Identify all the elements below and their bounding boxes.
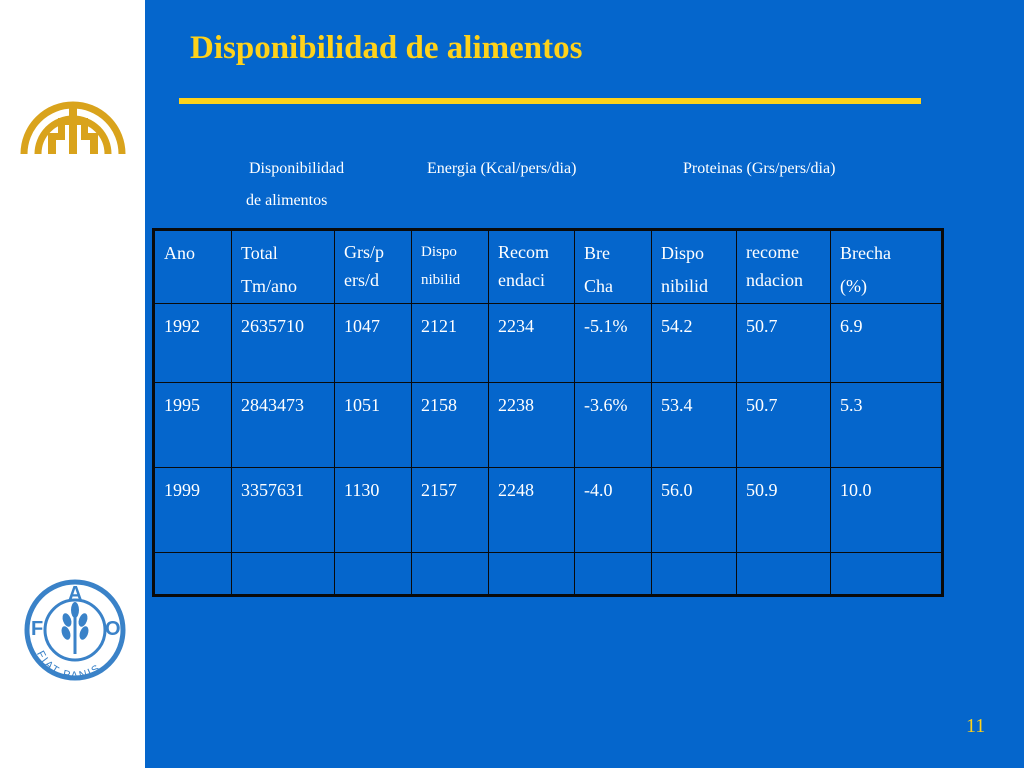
group-header-disponibilidad: Disponibilidad xyxy=(249,160,345,177)
table-cell: 5.3 xyxy=(830,382,943,468)
sidebar: F A O FIAT PANIS xyxy=(0,0,145,768)
page-number: 11 xyxy=(966,715,986,737)
table-row xyxy=(153,552,943,596)
table-cell: 2234 xyxy=(488,303,575,383)
table-header-row: Ano Total Tm/ano Grs/p ers/d Dispo nibilid … xyxy=(153,229,943,304)
fao-letter-o: O xyxy=(105,618,121,640)
andean-community-logo xyxy=(20,101,126,155)
table-cell: 2157 xyxy=(411,467,489,553)
table-cell: -5.1% xyxy=(574,303,652,383)
column-header-energia-recom: Recom endaci xyxy=(488,229,575,304)
table-cell: 2158 xyxy=(411,382,489,468)
column-header-energia-dispo: Dispo nibilid xyxy=(411,229,489,304)
table-cell: 10.0 xyxy=(830,467,943,553)
fao-letter-a: A xyxy=(68,583,82,605)
table-cell: 1051 xyxy=(334,382,412,468)
table-cell xyxy=(334,552,412,596)
table-cell xyxy=(231,552,335,596)
table-cell: 2843473 xyxy=(231,382,335,468)
title-underline xyxy=(179,98,921,104)
table-cell xyxy=(411,552,489,596)
table-cell: 1992 xyxy=(153,303,232,383)
table-cell: 1047 xyxy=(334,303,412,383)
fao-logo: F A O FIAT PANIS xyxy=(24,579,126,682)
table-cell: 1995 xyxy=(153,382,232,468)
table-cell xyxy=(736,552,831,596)
column-header-proteinas-dispo: Dispo nibilid xyxy=(651,229,737,304)
page-title: Disponibilidad de alimentos xyxy=(190,30,583,66)
table-cell: 2635710 xyxy=(231,303,335,383)
table-row: 1999 3357631 1130 2157 2248 -4.0 56.0 50… xyxy=(153,467,943,553)
group-header-disponibilidad-line2: de alimentos xyxy=(246,192,328,209)
table-cell: -4.0 xyxy=(574,467,652,553)
column-header-ano: Ano xyxy=(153,229,232,304)
table-cell xyxy=(488,552,575,596)
column-header-proteinas-brecha: Brecha (%) xyxy=(830,229,943,304)
table-cell: 1999 xyxy=(153,467,232,553)
table-cell: -3.6% xyxy=(574,382,652,468)
table-cell: 50.9 xyxy=(736,467,831,553)
table-row: 1995 2843473 1051 2158 2238 -3.6% 53.4 5… xyxy=(153,382,943,468)
group-header-proteinas: Proteinas (Grs/pers/dia) xyxy=(683,160,836,177)
table-cell xyxy=(830,552,943,596)
fao-letter-f: F xyxy=(31,618,43,640)
table-row: 1992 2635710 1047 2121 2234 -5.1% 54.2 5… xyxy=(153,303,943,383)
table-cell xyxy=(153,552,232,596)
table-cell: 6.9 xyxy=(830,303,943,383)
table-cell: 3357631 xyxy=(231,467,335,553)
column-header-proteinas-recom: recome ndacion xyxy=(736,229,831,304)
table-cell: 50.7 xyxy=(736,382,831,468)
table-cell: 2238 xyxy=(488,382,575,468)
column-header-grs: Grs/p ers/d xyxy=(334,229,412,304)
group-header-energia: Energia (Kcal/pers/dia) xyxy=(427,160,577,177)
table-cell xyxy=(574,552,652,596)
column-header-energia-brecha: Bre Cha xyxy=(574,229,652,304)
table-cell: 50.7 xyxy=(736,303,831,383)
table-cell: 54.2 xyxy=(651,303,737,383)
table-cell: 53.4 xyxy=(651,382,737,468)
table-cell: 1130 xyxy=(334,467,412,553)
column-header-total: Total Tm/ano xyxy=(231,229,335,304)
table-cell: 56.0 xyxy=(651,467,737,553)
table-cell: 2121 xyxy=(411,303,489,383)
table-cell: 2248 xyxy=(488,467,575,553)
table-cell xyxy=(651,552,737,596)
food-availability-table: Ano Total Tm/ano Grs/p ers/d Dispo nibilid … xyxy=(152,228,944,597)
